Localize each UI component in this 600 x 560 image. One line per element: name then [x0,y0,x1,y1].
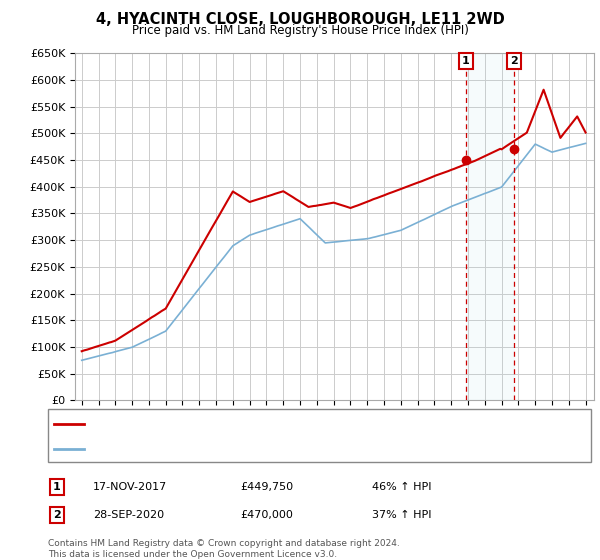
Text: 4, HYACINTH CLOSE, LOUGHBOROUGH, LE11 2WD (detached house): 4, HYACINTH CLOSE, LOUGHBOROUGH, LE11 2W… [90,419,464,429]
Text: 46% ↑ HPI: 46% ↑ HPI [372,482,431,492]
Text: 17-NOV-2017: 17-NOV-2017 [93,482,167,492]
Text: 4, HYACINTH CLOSE, LOUGHBOROUGH, LE11 2WD: 4, HYACINTH CLOSE, LOUGHBOROUGH, LE11 2W… [95,12,505,27]
Text: Contains HM Land Registry data © Crown copyright and database right 2024.: Contains HM Land Registry data © Crown c… [48,539,400,548]
Text: 37% ↑ HPI: 37% ↑ HPI [372,510,431,520]
Text: 2: 2 [511,55,518,66]
Text: This data is licensed under the Open Government Licence v3.0.: This data is licensed under the Open Gov… [48,550,337,559]
Bar [466,53,514,400]
Text: Price paid vs. HM Land Registry's House Price Index (HPI): Price paid vs. HM Land Registry's House … [131,24,469,38]
Text: HPI: Average price, detached house, Charnwood: HPI: Average price, detached house, Char… [90,444,354,454]
Text: 2: 2 [53,510,61,520]
Text: 28-SEP-2020: 28-SEP-2020 [93,510,164,520]
Text: 1: 1 [53,482,61,492]
Text: £449,750: £449,750 [240,482,293,492]
Text: £470,000: £470,000 [240,510,293,520]
Text: 1: 1 [462,55,470,66]
